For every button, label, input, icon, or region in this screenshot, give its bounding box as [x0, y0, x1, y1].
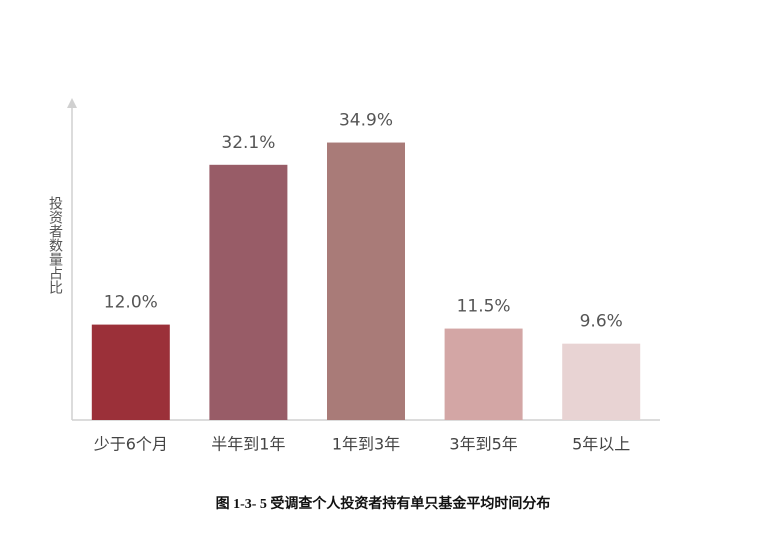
value-label: 32.1%: [221, 133, 275, 153]
value-label: 12.0%: [104, 293, 158, 313]
x-tick-label: 1年到3年: [332, 435, 400, 454]
bar: [562, 343, 641, 420]
y-axis-label: 投资者数量占比: [47, 196, 63, 294]
x-tick-label: 5年以上: [572, 435, 630, 454]
bar: [209, 164, 288, 420]
x-tick-label: 3年到5年: [449, 435, 517, 454]
bar: [444, 328, 523, 420]
bar: [327, 142, 405, 421]
y-axis-arrow: [67, 98, 77, 108]
chart-title: 图 1-3- 5 受调查个人投资者持有单只基金平均时间分布: [216, 495, 551, 512]
x-tick-label: 半年到1年: [211, 435, 285, 454]
bar: [91, 324, 170, 420]
value-label: 34.9%: [339, 111, 393, 131]
x-tick-label: 少于6个月: [94, 435, 168, 454]
value-label: 9.6%: [580, 312, 623, 332]
value-label: 11.5%: [457, 297, 511, 317]
